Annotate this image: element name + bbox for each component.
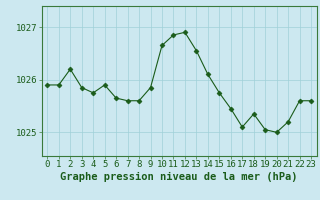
X-axis label: Graphe pression niveau de la mer (hPa): Graphe pression niveau de la mer (hPa) <box>60 172 298 182</box>
